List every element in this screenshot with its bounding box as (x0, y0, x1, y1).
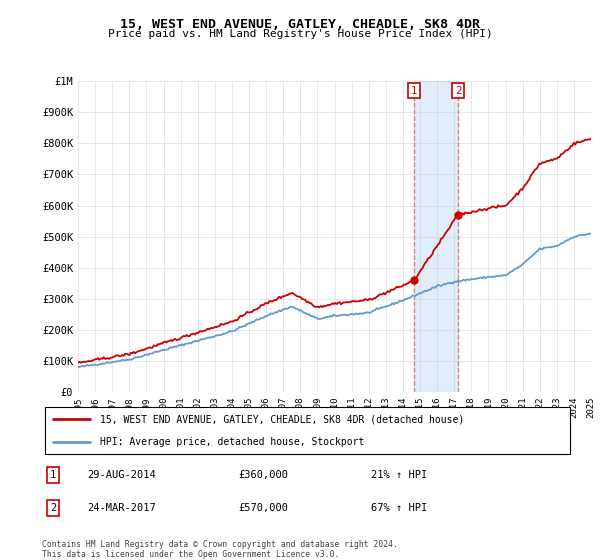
Text: Contains HM Land Registry data © Crown copyright and database right 2024.: Contains HM Land Registry data © Crown c… (42, 540, 398, 549)
Text: 15, WEST END AVENUE, GATLEY, CHEADLE, SK8 4DR: 15, WEST END AVENUE, GATLEY, CHEADLE, SK… (120, 18, 480, 31)
Text: 24-MAR-2017: 24-MAR-2017 (87, 503, 156, 513)
FancyBboxPatch shape (44, 408, 571, 454)
Text: £360,000: £360,000 (238, 470, 289, 480)
Text: 29-AUG-2014: 29-AUG-2014 (87, 470, 156, 480)
Text: Price paid vs. HM Land Registry's House Price Index (HPI): Price paid vs. HM Land Registry's House … (107, 29, 493, 39)
Text: 1: 1 (411, 86, 418, 96)
Text: £570,000: £570,000 (238, 503, 289, 513)
Text: 1: 1 (50, 470, 56, 480)
Text: 15, WEST END AVENUE, GATLEY, CHEADLE, SK8 4DR (detached house): 15, WEST END AVENUE, GATLEY, CHEADLE, SK… (100, 414, 464, 424)
Text: 2: 2 (455, 86, 461, 96)
Text: 21% ↑ HPI: 21% ↑ HPI (371, 470, 427, 480)
Text: 67% ↑ HPI: 67% ↑ HPI (371, 503, 427, 513)
Text: HPI: Average price, detached house, Stockport: HPI: Average price, detached house, Stoc… (100, 437, 365, 447)
Text: This data is licensed under the Open Government Licence v3.0.: This data is licensed under the Open Gov… (42, 550, 340, 559)
Bar (414, 81, 458, 392)
Text: 2: 2 (50, 503, 56, 513)
